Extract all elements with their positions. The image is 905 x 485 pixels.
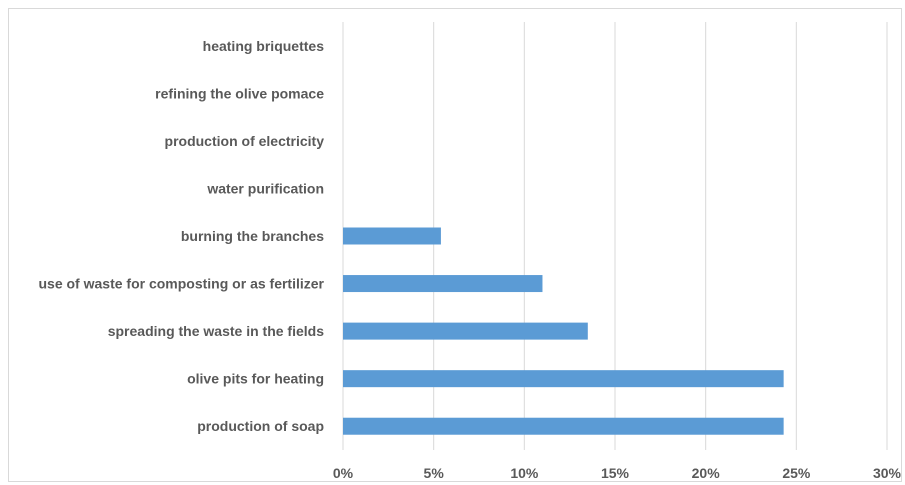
bar xyxy=(343,370,784,388)
x-tick-label: 5% xyxy=(424,465,445,481)
x-tick-label: 30% xyxy=(873,465,902,481)
category-label: burning the branches xyxy=(181,228,324,244)
bar xyxy=(343,417,784,435)
category-label: production of soap xyxy=(197,418,324,434)
x-tick-label: 0% xyxy=(333,465,354,481)
bar xyxy=(343,227,441,245)
category-label: olive pits for heating xyxy=(187,371,324,387)
x-tick-label: 15% xyxy=(601,465,630,481)
category-label: use of waste for composting or as fertil… xyxy=(38,276,324,292)
bar xyxy=(343,275,543,293)
category-label: heating briquettes xyxy=(203,38,325,54)
category-label: water purification xyxy=(206,180,324,196)
bars xyxy=(343,227,784,435)
bar xyxy=(343,322,588,340)
category-label: production of electricity xyxy=(165,133,325,149)
x-tick-label: 20% xyxy=(692,465,721,481)
category-label: spreading the waste in the fields xyxy=(108,323,324,339)
category-labels: heating briquettes refining the olive pom… xyxy=(38,38,324,434)
x-axis-tick-labels: 0% 5% 10% 15% 20% 25% 30% xyxy=(333,465,902,481)
category-label: refining the olive pomace xyxy=(155,85,324,101)
x-tick-label: 10% xyxy=(510,465,539,481)
chart-frame xyxy=(8,8,902,482)
x-tick-label: 25% xyxy=(782,465,811,481)
